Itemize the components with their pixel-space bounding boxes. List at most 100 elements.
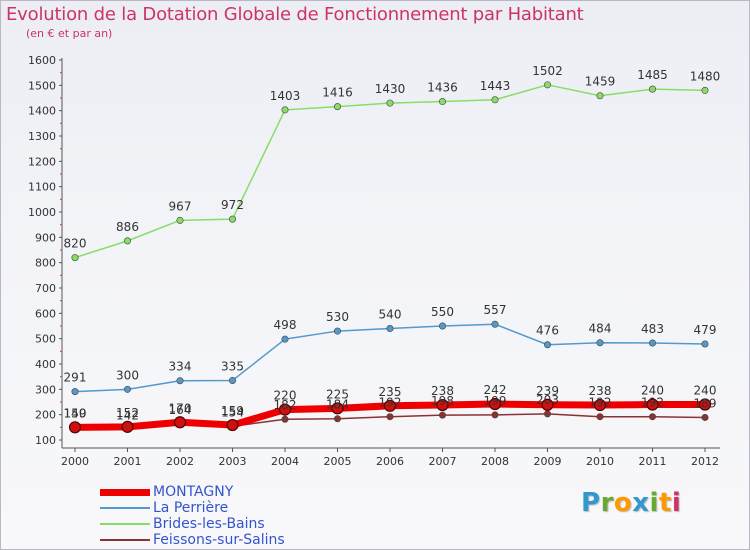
y-tick-label: 1500: [28, 79, 56, 92]
data-point: [488, 397, 502, 411]
data-label: 235: [379, 385, 402, 399]
x-tick-label: 2005: [324, 455, 352, 468]
legend-label: Feissons-sur-Salins: [153, 532, 285, 548]
data-point: [543, 410, 551, 418]
y-minor-tick: [60, 173, 62, 175]
y-tick-label: 900: [35, 231, 56, 244]
y-tick-label: 600: [35, 307, 56, 320]
y-minor-tick: [60, 401, 62, 403]
y-tick-label: 300: [35, 383, 56, 396]
y-tick-label: 1000: [28, 206, 56, 219]
data-label: 1485: [637, 68, 668, 82]
x-tick-label: 2010: [586, 455, 614, 468]
data-label: 484: [589, 322, 612, 336]
x-tick-label: 2007: [429, 455, 457, 468]
y-minor-tick: [60, 148, 62, 150]
data-label: 142: [116, 408, 139, 422]
data-point: [333, 103, 341, 111]
y-minor-tick: [60, 426, 62, 428]
y-minor-tick: [60, 249, 62, 251]
data-point: [438, 411, 446, 419]
series-line-brides-les-bains: [74, 84, 706, 259]
data-point: [71, 254, 79, 262]
data-label: 238: [431, 384, 454, 398]
data-point: [541, 398, 554, 411]
data-label: 240: [694, 384, 717, 398]
data-label: 967: [169, 199, 192, 213]
data-label: 557: [484, 303, 507, 317]
y-minor-tick: [60, 376, 62, 378]
data-label: 1416: [322, 86, 353, 100]
data-point: [173, 416, 187, 429]
y-tick-label: 1300: [28, 130, 56, 143]
data-label: 483: [641, 322, 664, 336]
y-tick-label: 400: [35, 358, 56, 371]
data-point: [596, 413, 604, 421]
data-label: 1502: [532, 64, 563, 78]
data-label: 334: [169, 360, 192, 374]
data-label: 1480: [690, 69, 721, 83]
data-point: [698, 398, 712, 411]
data-point: [593, 398, 607, 412]
data-label: 192: [379, 396, 402, 410]
y-tick-label: 1200: [28, 155, 56, 168]
y-tick-label: 1100: [28, 181, 56, 194]
data-label: 972: [221, 198, 244, 212]
data-point: [226, 418, 239, 432]
data-label: 189: [694, 396, 717, 410]
data-label: 242: [484, 383, 507, 397]
data-point: [438, 98, 446, 106]
data-label: 291: [64, 371, 87, 385]
data-label: 1459: [585, 75, 616, 89]
data-label: 164: [169, 403, 192, 417]
data-label: 1436: [427, 81, 458, 95]
data-label: 498: [274, 318, 297, 332]
data-label: 479: [694, 323, 717, 337]
y-tick-label: 1400: [28, 105, 56, 118]
data-label: 1430: [375, 82, 406, 96]
chart-subtitle: (en € et par an): [26, 27, 113, 40]
data-label: 225: [326, 387, 349, 401]
data-label: 150: [64, 406, 87, 420]
y-minor-tick: [60, 97, 62, 99]
data-point: [383, 399, 397, 412]
data-point: [648, 85, 656, 93]
y-tick-label: 700: [35, 282, 56, 295]
y-minor-tick: [60, 198, 62, 200]
data-point: [596, 92, 604, 100]
data-label: 220: [274, 389, 297, 403]
data-label: 203: [536, 393, 559, 407]
y-tick-label: 800: [35, 257, 56, 270]
data-point: [386, 325, 394, 333]
data-point: [278, 403, 292, 416]
data-label: 149: [64, 407, 87, 421]
data-label: 182: [274, 398, 297, 412]
data-label: 550: [431, 305, 454, 319]
data-label: 476: [536, 324, 559, 338]
legend-swatch: [100, 539, 150, 541]
legend-swatch: [100, 507, 150, 509]
x-tick-label: 2008: [481, 455, 509, 468]
y-minor-tick: [60, 274, 62, 276]
data-label: 154: [221, 405, 244, 419]
legend-label: La Perrière: [153, 500, 229, 516]
legend-label: MONTAGNY: [153, 484, 234, 500]
data-point: [701, 340, 709, 348]
data-point: [281, 415, 289, 423]
x-tick-label: 2006: [376, 455, 404, 468]
x-tick-label: 2004: [271, 455, 299, 468]
y-tick-label: 100: [35, 434, 56, 447]
y-minor-tick: [60, 224, 62, 226]
data-point: [331, 402, 344, 415]
data-label: 198: [431, 394, 454, 408]
data-point: [543, 341, 551, 349]
x-tick-label: 2003: [219, 455, 247, 468]
data-point: [281, 106, 289, 114]
data-point: [701, 86, 709, 94]
data-point: [124, 385, 132, 393]
data-label: 335: [221, 359, 244, 373]
data-label: 240: [641, 384, 664, 398]
legend-label: Brides-les-Bains: [153, 516, 265, 532]
